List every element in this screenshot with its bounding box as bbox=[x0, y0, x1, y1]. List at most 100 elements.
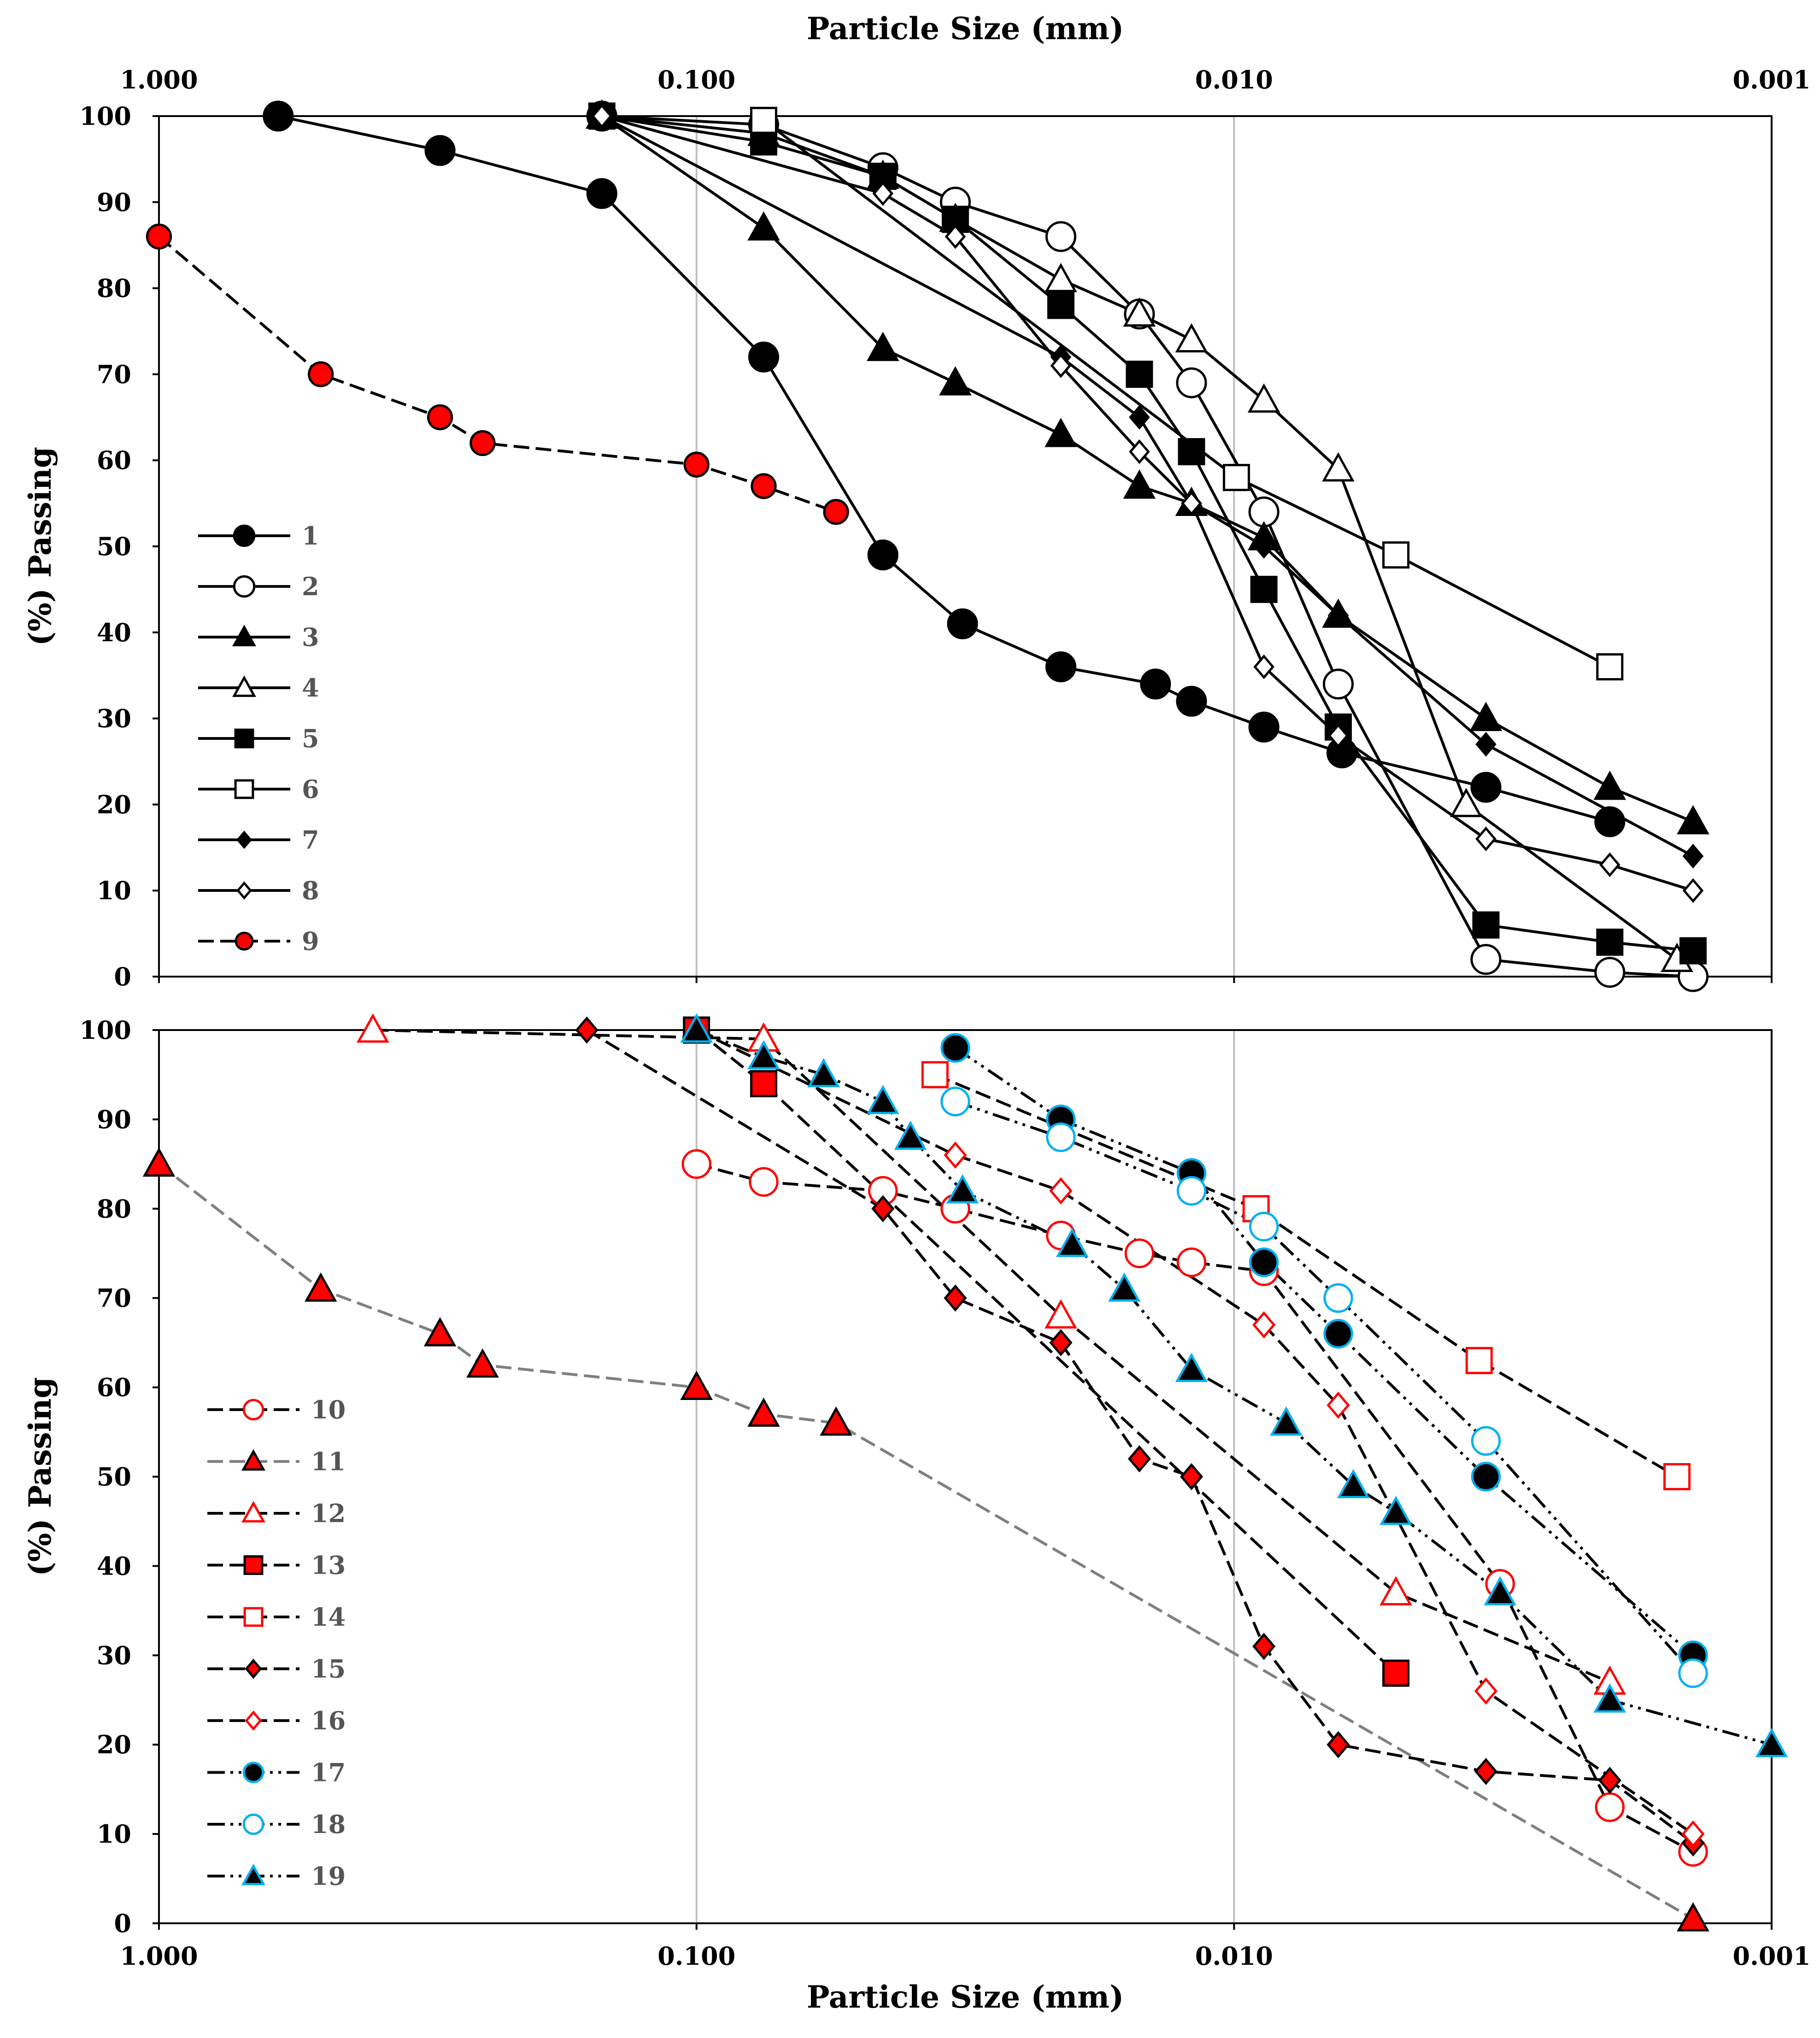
series-19-point-4 bbox=[894, 1120, 927, 1150]
series-15-point-2 bbox=[944, 1284, 967, 1312]
legend-label-15: 15 bbox=[311, 1654, 346, 1684]
series-2-point-6 bbox=[1176, 367, 1207, 398]
series-18-point-0 bbox=[940, 1086, 970, 1117]
x-tick-label-3: 0.001 bbox=[1732, 65, 1810, 94]
legend-marker-14 bbox=[243, 1607, 264, 1627]
series-7-point-4 bbox=[1253, 534, 1274, 559]
series-19-point-2 bbox=[807, 1058, 840, 1088]
series-3-point-11 bbox=[1677, 805, 1709, 835]
plot-frame bbox=[158, 1029, 1773, 1924]
series-7-point-7 bbox=[1682, 843, 1704, 869]
series-5-point-6 bbox=[1178, 438, 1205, 466]
series-7-point-2 bbox=[1129, 404, 1150, 430]
series-19-point-14 bbox=[1755, 1728, 1788, 1757]
y-tick-label-50: 50 bbox=[97, 1462, 131, 1492]
series-15-point-4 bbox=[1127, 1445, 1151, 1473]
series-8-point-2 bbox=[945, 224, 966, 249]
legend-label-2: 2 bbox=[302, 572, 319, 601]
series-16-point-6 bbox=[1681, 1820, 1705, 1848]
series-4-point-7 bbox=[1247, 383, 1280, 413]
series-1-point-5 bbox=[947, 608, 978, 639]
series-14-point-3 bbox=[1663, 1463, 1691, 1490]
series-18-point-1 bbox=[1046, 1122, 1076, 1152]
series-4-point-9 bbox=[1450, 788, 1483, 817]
series-8-point-9 bbox=[1599, 852, 1620, 877]
x-tick-label-3: 0.001 bbox=[1732, 1941, 1810, 1971]
series-11-point-1 bbox=[304, 1272, 337, 1302]
legend-label-8: 8 bbox=[302, 876, 319, 905]
series-1-point-11 bbox=[1470, 772, 1502, 803]
series-7-point-5 bbox=[1327, 603, 1349, 628]
series-8-point-0 bbox=[591, 104, 613, 129]
series-4-point-4 bbox=[1045, 263, 1077, 293]
legend-marker-10 bbox=[242, 1399, 264, 1421]
series-19-point-6 bbox=[1056, 1228, 1089, 1257]
y-axis-title: (%) Passing bbox=[22, 1377, 58, 1576]
y-tick-label-90: 90 bbox=[97, 1105, 131, 1134]
series-8-point-6 bbox=[1253, 654, 1274, 679]
series-5-point-7 bbox=[1250, 575, 1278, 603]
series-19-point-7 bbox=[1108, 1272, 1141, 1302]
series-10-point-9 bbox=[1595, 1792, 1625, 1822]
series-19-point-5 bbox=[946, 1174, 979, 1204]
series-11-point-7 bbox=[1677, 1902, 1709, 1932]
series-14-point-2 bbox=[1465, 1347, 1493, 1374]
legend-label-6: 6 bbox=[302, 774, 319, 804]
legend-label-14: 14 bbox=[311, 1602, 346, 1632]
series-line-14 bbox=[934, 1073, 1678, 1478]
series-7-point-6 bbox=[1475, 732, 1497, 757]
series-1-point-12 bbox=[1594, 806, 1626, 837]
legend-marker-18 bbox=[242, 1813, 264, 1835]
series-3-point-1 bbox=[747, 211, 780, 241]
series-5-point-11 bbox=[1679, 937, 1707, 965]
series-1-point-3 bbox=[748, 341, 779, 373]
y-tick-label-30: 30 bbox=[97, 1640, 131, 1670]
series-17-point-3 bbox=[1249, 1247, 1279, 1277]
series-15-point-5 bbox=[1180, 1463, 1204, 1491]
series-13-point-1 bbox=[750, 1070, 777, 1097]
legend-label-5: 5 bbox=[302, 724, 319, 753]
y-tick-label-90: 90 bbox=[97, 187, 131, 217]
series-15-point-1 bbox=[871, 1195, 895, 1223]
y-tick-label-40: 40 bbox=[97, 618, 131, 647]
series-17-point-4 bbox=[1323, 1319, 1353, 1349]
legend-label-11: 11 bbox=[311, 1447, 346, 1476]
series-9-point-1 bbox=[308, 361, 334, 387]
series-15-point-6 bbox=[1252, 1633, 1276, 1660]
series-15-point-0 bbox=[575, 1016, 599, 1044]
series-11-point-2 bbox=[423, 1317, 457, 1347]
series-19-point-3 bbox=[866, 1084, 899, 1114]
series-6-point-0 bbox=[750, 106, 777, 134]
series-line-7 bbox=[601, 115, 1694, 858]
series-1-point-2 bbox=[586, 178, 617, 209]
series-3-point-2 bbox=[866, 332, 899, 361]
series-16-point-3 bbox=[1252, 1311, 1276, 1339]
y-tick-label-100: 100 bbox=[79, 1015, 131, 1045]
series-9-point-0 bbox=[146, 223, 172, 250]
legend-label-9: 9 bbox=[302, 926, 319, 956]
legend-label-10: 10 bbox=[311, 1395, 346, 1424]
y-tick-label-30: 30 bbox=[97, 704, 131, 733]
series-10-point-1 bbox=[749, 1167, 779, 1197]
y-tick-label-70: 70 bbox=[97, 359, 131, 389]
series-15-point-8 bbox=[1474, 1757, 1498, 1785]
top-chart: 0 10 20 30 40 50 60 70 80 90 100 1.000 0.100 0.010 0.0… bbox=[22, 11, 1811, 992]
series-line-2 bbox=[602, 115, 1693, 978]
series-line-19 bbox=[696, 1029, 1772, 1746]
legend-marker-5 bbox=[234, 728, 254, 749]
legend-marker-6 bbox=[234, 779, 254, 799]
series-1-point-1 bbox=[424, 135, 456, 166]
y-tick-label-60: 60 bbox=[97, 1373, 131, 1402]
series-12-point-0 bbox=[356, 1013, 389, 1043]
series-18-point-6 bbox=[1678, 1658, 1708, 1688]
series-16-point-2 bbox=[1049, 1177, 1073, 1205]
series-4-point-8 bbox=[1322, 452, 1355, 482]
series-1-point-4 bbox=[867, 539, 898, 571]
y-tick-label-80: 80 bbox=[97, 274, 131, 303]
series-8-point-3 bbox=[1050, 353, 1072, 378]
series-6-point-1 bbox=[1222, 464, 1250, 492]
series-5-point-4 bbox=[1047, 292, 1074, 319]
series-11-point-5 bbox=[747, 1397, 780, 1427]
y-tick-label-10: 10 bbox=[97, 1819, 131, 1849]
series-9-point-6 bbox=[823, 499, 849, 525]
